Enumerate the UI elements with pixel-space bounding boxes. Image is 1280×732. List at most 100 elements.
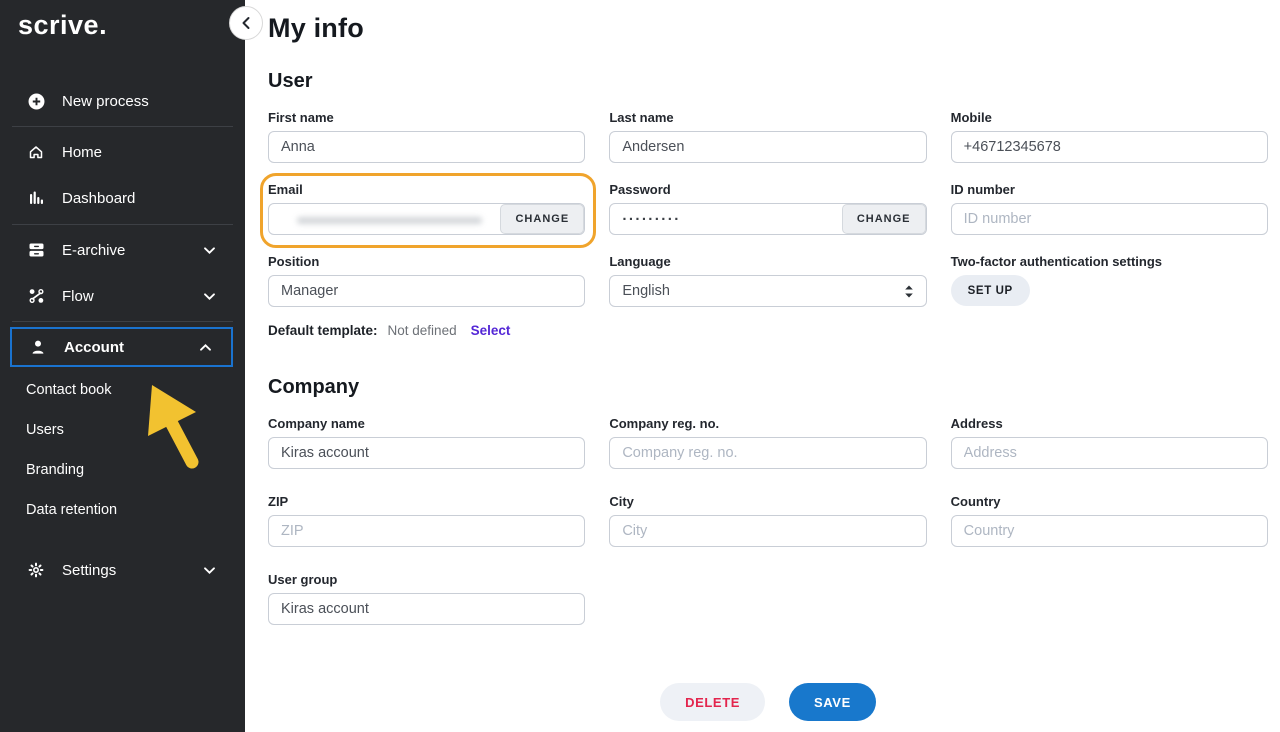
sidebar-item-label: Home bbox=[62, 143, 103, 161]
language-field: Language English bbox=[609, 254, 927, 307]
sidebar-divider bbox=[12, 126, 233, 127]
sidebar-item-label: Users bbox=[26, 422, 64, 438]
chevron-up-icon bbox=[200, 343, 211, 351]
user-group-field: User group bbox=[268, 572, 586, 625]
mobile-label: Mobile bbox=[950, 110, 992, 125]
chevron-down-icon bbox=[204, 566, 215, 574]
first-name-input[interactable] bbox=[268, 131, 586, 163]
email-change-button[interactable]: CHANGE bbox=[500, 204, 585, 234]
two-factor-setup-button[interactable]: SET UP bbox=[950, 275, 1030, 306]
default-template-value: Not defined bbox=[387, 323, 457, 338]
last-name-field: Last name bbox=[609, 110, 927, 163]
country-input[interactable] bbox=[950, 515, 1268, 547]
two-factor-label: Two-factor authentication settings bbox=[950, 254, 1163, 269]
id-number-field: ID number bbox=[950, 182, 1268, 235]
email-label: Email bbox=[268, 182, 303, 197]
redacted-email-value bbox=[297, 217, 482, 224]
sidebar-item-branding[interactable]: Branding bbox=[0, 455, 245, 485]
user-section-title: User bbox=[268, 70, 313, 92]
sidebar-item-dashboard[interactable]: Dashboard bbox=[0, 182, 245, 214]
sidebar-item-settings[interactable]: Settings bbox=[0, 554, 245, 586]
sidebar: scrive. New process Home Dashboard E-arc… bbox=[0, 0, 245, 732]
company-name-label: Company name bbox=[268, 416, 365, 431]
company-reg-no-label: Company reg. no. bbox=[609, 416, 720, 431]
company-section-title: Company bbox=[268, 376, 360, 398]
sidebar-item-home[interactable]: Home bbox=[0, 136, 245, 168]
sidebar-divider bbox=[12, 224, 233, 225]
language-selected-value: English bbox=[622, 283, 670, 299]
sidebar-item-label: New process bbox=[62, 92, 149, 110]
chevron-down-icon bbox=[204, 246, 215, 254]
language-select[interactable]: English bbox=[609, 275, 927, 307]
default-template-row: Default template: Not defined Select bbox=[268, 323, 1268, 338]
main-content: My info User First name Last name Mobile… bbox=[229, 0, 1280, 732]
sidebar-item-new-process[interactable]: New process bbox=[0, 85, 245, 117]
chevron-left-icon bbox=[242, 17, 250, 29]
sidebar-item-e-archive[interactable]: E-archive bbox=[0, 234, 245, 266]
zip-input[interactable] bbox=[268, 515, 586, 547]
sidebar-divider bbox=[12, 321, 233, 322]
flow-icon bbox=[26, 288, 46, 304]
zip-label: ZIP bbox=[268, 494, 289, 509]
sidebar-item-label: Dashboard bbox=[62, 189, 136, 207]
form-actions: DELETE SAVE bbox=[268, 683, 1268, 721]
company-reg-no-input[interactable] bbox=[609, 437, 927, 469]
sidebar-item-flow[interactable]: Flow bbox=[0, 280, 245, 312]
sidebar-collapse-button[interactable] bbox=[229, 6, 263, 40]
mobile-input[interactable] bbox=[950, 131, 1268, 163]
first-name-field: First name bbox=[268, 110, 586, 163]
email-field-highlighted: Email CHANGE bbox=[259, 173, 597, 248]
save-button[interactable]: SAVE bbox=[789, 683, 876, 721]
archive-icon bbox=[26, 242, 46, 258]
last-name-input[interactable] bbox=[609, 131, 927, 163]
address-field: Address bbox=[950, 416, 1268, 469]
person-icon bbox=[28, 339, 48, 355]
position-field: Position bbox=[268, 254, 586, 307]
country-field: Country bbox=[950, 494, 1268, 547]
sidebar-item-label: Flow bbox=[62, 287, 94, 305]
delete-button[interactable]: DELETE bbox=[660, 683, 766, 721]
my-info-form: User First name Last name Mobile Email bbox=[259, 70, 1268, 721]
sidebar-item-account[interactable]: Account bbox=[10, 327, 233, 367]
gear-icon bbox=[26, 562, 46, 578]
company-name-input[interactable] bbox=[268, 437, 586, 469]
user-group-label: User group bbox=[268, 572, 338, 587]
address-input[interactable] bbox=[950, 437, 1268, 469]
city-field: City bbox=[609, 494, 927, 547]
plus-circle-icon bbox=[26, 93, 46, 110]
address-label: Address bbox=[950, 416, 1003, 431]
company-fields-grid: Company name Company reg. no. Address ZI… bbox=[268, 416, 1268, 625]
language-label: Language bbox=[609, 254, 671, 269]
user-fields-grid: First name Last name Mobile Email CHANGE bbox=[259, 110, 1268, 307]
password-change-button[interactable]: CHANGE bbox=[841, 204, 926, 234]
sidebar-item-label: Branding bbox=[26, 462, 85, 478]
sidebar-item-label: Contact book bbox=[26, 382, 112, 398]
page-title: My info bbox=[268, 13, 364, 43]
password-label: Password bbox=[609, 182, 671, 197]
sidebar-item-label: Data retention bbox=[26, 502, 118, 518]
scrive-logo: scrive. bbox=[18, 10, 108, 40]
id-number-input[interactable] bbox=[950, 203, 1268, 235]
select-arrows-icon bbox=[904, 285, 913, 297]
home-icon bbox=[26, 144, 46, 160]
user-group-input[interactable] bbox=[268, 593, 586, 625]
sidebar-item-users[interactable]: Users bbox=[0, 415, 245, 445]
position-label: Position bbox=[268, 254, 320, 269]
bar-chart-icon bbox=[26, 190, 46, 206]
company-reg-no-field: Company reg. no. bbox=[609, 416, 927, 469]
first-name-label: First name bbox=[268, 110, 334, 125]
city-label: City bbox=[609, 494, 634, 509]
chevron-down-icon bbox=[204, 292, 215, 300]
company-name-field: Company name bbox=[268, 416, 586, 469]
sidebar-item-label: Settings bbox=[62, 561, 117, 579]
id-number-label: ID number bbox=[950, 182, 1015, 197]
sidebar-item-contact-book[interactable]: Contact book bbox=[0, 375, 245, 405]
two-factor-field: Two-factor authentication settings SET U… bbox=[950, 254, 1268, 307]
sidebar-item-data-retention[interactable]: Data retention bbox=[0, 495, 245, 525]
default-template-label: Default template: bbox=[268, 323, 378, 338]
city-input[interactable] bbox=[609, 515, 927, 547]
sidebar-item-label: Account bbox=[64, 338, 124, 356]
position-input[interactable] bbox=[268, 275, 586, 307]
mobile-field: Mobile bbox=[950, 110, 1268, 163]
default-template-select-link[interactable]: Select bbox=[470, 323, 511, 338]
